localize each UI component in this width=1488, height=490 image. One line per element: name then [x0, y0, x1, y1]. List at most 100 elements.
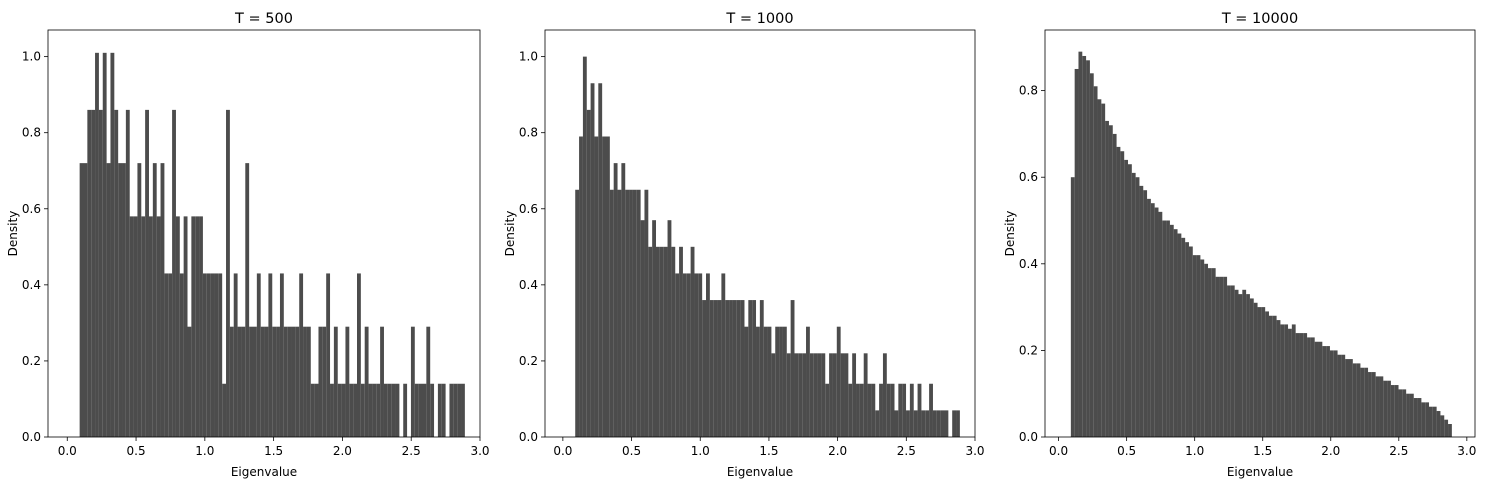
bar [617, 189, 622, 437]
bar [1440, 415, 1445, 437]
bar [241, 326, 246, 437]
bar [652, 220, 657, 437]
bar [395, 383, 400, 437]
bar [1394, 385, 1399, 437]
bar [187, 326, 192, 437]
bar [879, 383, 883, 437]
bar [1310, 337, 1315, 437]
bar [164, 273, 169, 437]
bar [1413, 398, 1418, 437]
bar [598, 83, 603, 438]
bar [1139, 185, 1144, 437]
bar [694, 273, 699, 437]
bar [276, 326, 280, 437]
bar [1280, 324, 1285, 437]
bar [172, 109, 176, 437]
bar [1329, 350, 1334, 437]
x-tick-label: 2.0 [828, 444, 847, 458]
bar [364, 326, 369, 437]
chart-title: T = 500 [234, 11, 293, 27]
bar [449, 383, 454, 437]
bar [763, 326, 768, 437]
bar [1128, 164, 1132, 438]
bar [202, 273, 207, 437]
bar [759, 300, 764, 437]
y-tick-label: 0.6 [22, 202, 41, 216]
bar [422, 383, 427, 437]
bar [736, 300, 741, 437]
bar [679, 246, 683, 437]
bar [233, 273, 238, 437]
bar [1242, 289, 1247, 437]
bar [1291, 324, 1296, 437]
chart-title: T = 10000 [1221, 11, 1298, 27]
y-tick-label: 0.8 [519, 126, 538, 140]
bar [83, 163, 88, 437]
bar [1429, 406, 1433, 437]
bar [1390, 385, 1395, 437]
bar [98, 109, 103, 437]
bar [318, 326, 323, 437]
y-tick-label: 0.6 [519, 202, 538, 216]
bar [1417, 398, 1422, 437]
x-tick-label: 3.0 [470, 444, 489, 458]
bar [871, 383, 876, 437]
bar [848, 383, 853, 437]
x-tick-label: 1.0 [691, 444, 710, 458]
bar [1299, 333, 1304, 437]
bar [306, 326, 311, 437]
bar [252, 326, 257, 437]
bar [345, 326, 350, 437]
bar [87, 109, 92, 437]
bar [663, 246, 668, 437]
y-tick-label: 0.8 [22, 126, 41, 140]
bar [648, 246, 653, 437]
bar [836, 326, 841, 437]
bar [118, 163, 123, 437]
bar [137, 163, 142, 437]
bar [575, 189, 580, 437]
bar [1177, 233, 1182, 437]
bar [582, 56, 587, 438]
y-tick-label: 1.0 [519, 50, 538, 64]
bar [1307, 337, 1311, 437]
x-tick-label: 2.5 [897, 444, 916, 458]
bar [1086, 60, 1090, 438]
chart-title: T = 1000 [725, 11, 793, 27]
bar [249, 326, 253, 437]
bar [1261, 307, 1266, 437]
bar [380, 326, 384, 437]
bar [1131, 172, 1136, 437]
bar [906, 410, 910, 437]
bar [310, 383, 315, 437]
bar [890, 383, 895, 437]
y-tick-label: 0.2 [22, 354, 41, 368]
bar [403, 383, 408, 437]
bar [629, 189, 633, 437]
bar [1337, 354, 1342, 437]
y-tick-label: 0.2 [519, 354, 538, 368]
bar [1108, 125, 1113, 438]
bar [226, 109, 230, 437]
bar [1333, 350, 1338, 437]
x-tick-label: 0.5 [127, 444, 146, 458]
bar [856, 383, 860, 437]
bar [744, 326, 749, 437]
x-tick-label: 3.0 [1457, 444, 1476, 458]
bar [882, 353, 887, 437]
bar [740, 300, 745, 437]
bar [368, 383, 373, 437]
bar [152, 163, 157, 437]
bar [686, 273, 691, 437]
y-axis-label: Density [1003, 211, 1017, 257]
bar [644, 189, 649, 437]
bar [437, 383, 442, 437]
bar [168, 273, 173, 437]
bar [1162, 220, 1167, 437]
bar [1402, 389, 1407, 437]
bar [1368, 372, 1372, 437]
bar [1223, 276, 1228, 437]
bar [802, 353, 807, 437]
bar [944, 410, 949, 437]
bar [1204, 263, 1209, 437]
